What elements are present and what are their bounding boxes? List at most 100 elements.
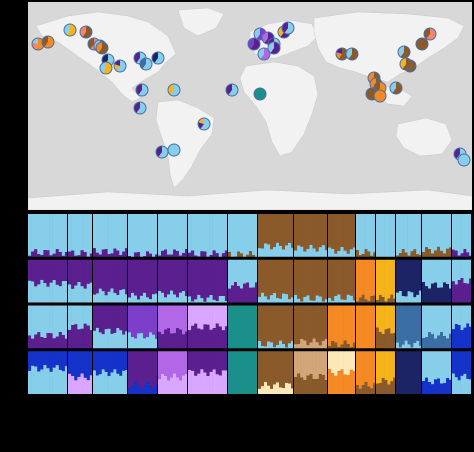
ancestry-segment (34, 214, 38, 250)
ancestry-segment (279, 245, 283, 257)
ancestry-segment (303, 296, 307, 303)
ancestry-segment (188, 296, 192, 303)
pie-outline (139, 57, 153, 71)
ancestry-segment (416, 214, 420, 255)
ancestry-segment (434, 214, 438, 251)
ancestry-segment (356, 305, 360, 349)
ancestry-segment (134, 351, 138, 383)
ancestry-segment (209, 371, 213, 394)
ancestry-segment (194, 255, 198, 257)
ancestry-segment (215, 323, 220, 349)
ancestry-segment (237, 305, 241, 349)
ancestry-segment (179, 305, 183, 330)
ancestry-segment (170, 254, 174, 257)
ancestry-segment (234, 305, 238, 349)
ancestry-segment (469, 278, 472, 303)
ancestry-segment (378, 295, 383, 303)
ancestry-segment (321, 259, 326, 302)
ancestry-segment (370, 305, 374, 349)
ancestry-segment (343, 259, 347, 300)
ancestry-segment (428, 382, 432, 394)
ancestry-segment (306, 305, 310, 346)
ancestry-segment (206, 297, 210, 303)
ancestry-segment (119, 259, 123, 290)
ancestry-segment (457, 280, 461, 303)
ancestry-segment (376, 259, 380, 301)
ancestry-segment (346, 253, 351, 257)
ancestry-segment (401, 259, 405, 297)
ancestry-segment (224, 351, 229, 371)
ancestry-segment (384, 305, 388, 330)
ancestry-segment (212, 328, 216, 349)
ancestry-segment (131, 386, 135, 394)
ancestry-segment (288, 343, 292, 349)
ancestry-segment (95, 327, 100, 349)
ancestry-segment (240, 305, 244, 349)
ancestry-segment (276, 242, 280, 257)
ancestry-segment (434, 282, 438, 303)
ancestry-segment (86, 259, 91, 284)
ancestry-segment (356, 351, 360, 385)
ancestry-segment (457, 305, 461, 326)
ancestry-segment (176, 377, 180, 394)
ancestry-segment (95, 259, 100, 294)
ancestry-segment (285, 294, 289, 303)
ancestry-segment (46, 305, 50, 333)
ancestry-segment (55, 336, 60, 349)
ancestry-segment (440, 351, 444, 384)
ancestry-segment (200, 214, 204, 252)
pie-outline (225, 83, 239, 97)
ancestry-segment (182, 253, 186, 257)
ancestry-segment (182, 305, 186, 335)
ancestry-segment (393, 333, 397, 349)
ancestry-segment (463, 351, 467, 374)
ancestry-segment (449, 351, 453, 380)
ancestry-segment (279, 351, 283, 388)
ancestry-segment (364, 214, 368, 250)
ancestry-segment (352, 370, 357, 394)
population-separator (227, 351, 229, 394)
ancestry-segment (149, 259, 153, 300)
ancestry-segment (463, 327, 467, 349)
ancestry-segment (270, 295, 274, 303)
ancestry-segment (309, 259, 313, 301)
ancestry-segment (288, 259, 292, 300)
ancestry-segment (188, 252, 192, 257)
ancestry-segment (125, 305, 129, 332)
population-separator (257, 305, 259, 349)
ancestry-segment (373, 214, 377, 253)
ancestry-segment (113, 214, 117, 249)
pie-outline (257, 47, 271, 61)
ancestry-segment (74, 380, 78, 394)
ancestry-segment (71, 214, 75, 251)
population-separator (355, 214, 357, 257)
ancestry-segment (64, 259, 69, 281)
ancestry-segment (343, 299, 347, 303)
ancestry-segment (149, 351, 153, 387)
ancestry-segment (318, 247, 323, 257)
ancestry-segment (83, 377, 88, 394)
ancestry-segment (460, 375, 464, 394)
ancestry-segment (261, 248, 265, 257)
ancestry-segment (273, 384, 277, 394)
ancestry-segment (410, 251, 414, 257)
ancestry-segment (346, 214, 351, 254)
ancestry-segment (324, 299, 329, 303)
ancestry-segment (258, 341, 262, 349)
ancestry-segment (43, 259, 47, 284)
population-separator (127, 214, 129, 257)
ancestry-segment (328, 351, 332, 370)
ancestry-segment (218, 259, 223, 296)
ancestry-segment (279, 387, 283, 394)
ancestry-segment (240, 253, 244, 257)
ancestry-segment (158, 255, 162, 257)
ancestry-segment (134, 252, 138, 257)
ancestry-segment (273, 305, 277, 348)
ancestry-segment (309, 300, 313, 303)
ancestry-segment (158, 214, 162, 256)
ancestry-segment (401, 344, 405, 349)
ancestry-segment (273, 247, 277, 257)
ancestry-segment (466, 252, 470, 257)
ancestry-segment (318, 259, 323, 297)
ancestry-segment (282, 259, 286, 294)
